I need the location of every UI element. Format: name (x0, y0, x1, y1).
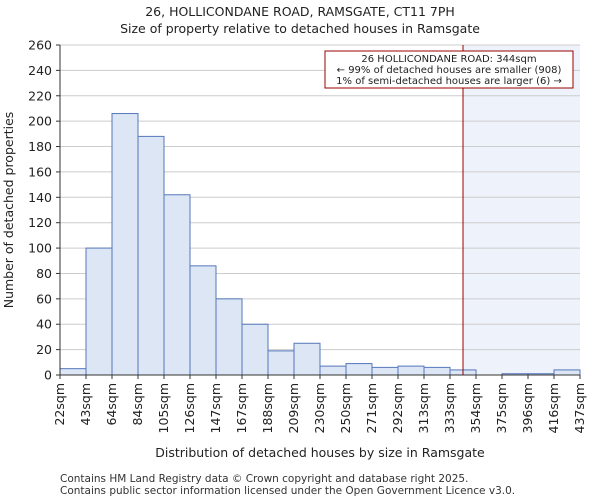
histogram-bar (371, 366, 399, 376)
annotation-line-1: 26 HOLLICONDANE ROAD: 344sqm (361, 54, 536, 65)
x-tick-label: 43sqm (78, 383, 93, 426)
y-tick-label: 180 (28, 139, 52, 154)
annotation-line-2: ← 99% of detached houses are smaller (90… (337, 65, 562, 76)
histogram-bar (111, 113, 139, 376)
x-tick-label: 188sqm (260, 383, 275, 433)
highlight-region (463, 45, 580, 375)
histogram-bar (293, 342, 321, 376)
y-tick-label: 140 (28, 190, 52, 205)
histogram-bar (423, 366, 451, 376)
x-tick-label: 416sqm (546, 383, 561, 433)
histogram-bar (189, 265, 217, 376)
x-tick-label: 250sqm (338, 383, 353, 433)
histogram-bar (267, 350, 295, 376)
x-tick-label: 354sqm (468, 383, 483, 433)
annotation-box: 26 HOLLICONDANE ROAD: 344sqm ← 99% of de… (324, 50, 574, 89)
x-tick-label: 22sqm (52, 383, 67, 426)
histogram-bar (137, 135, 165, 376)
x-tick-label: 333sqm (442, 383, 457, 433)
y-tick-label: 120 (28, 215, 52, 230)
annotation-line-3: 1% of semi-detached houses are larger (6… (336, 76, 562, 87)
x-tick-label: 375sqm (494, 383, 509, 433)
x-tick-label: 126sqm (182, 383, 197, 433)
histogram-bar (319, 365, 347, 376)
chart-subtitle: Size of property relative to detached ho… (120, 21, 480, 36)
x-tick-label: 64sqm (104, 383, 119, 426)
y-tick-label: 40 (36, 317, 52, 332)
histogram-bar (397, 365, 425, 376)
chart-title: 26, HOLLICONDANE ROAD, RAMSGATE, CT11 7P… (145, 4, 455, 19)
y-tick-label: 100 (28, 241, 52, 256)
x-tick-label: 437sqm (572, 383, 587, 433)
histogram-bar (85, 247, 113, 376)
x-tick-label: 209sqm (286, 383, 301, 433)
x-tick-label: 313sqm (416, 383, 431, 433)
x-tick-label: 167sqm (234, 383, 249, 433)
histogram-bar (241, 323, 269, 376)
x-tick-label: 292sqm (390, 383, 405, 433)
x-tick-label: 230sqm (312, 383, 327, 433)
histogram-bar (553, 369, 581, 376)
y-tick-label: 160 (28, 164, 52, 179)
y-tick-label: 60 (36, 291, 52, 306)
footer-copyright: Contains HM Land Registry data © Crown c… (60, 473, 469, 485)
x-tick-label: 84sqm (130, 383, 145, 426)
x-tick-label: 271sqm (364, 383, 379, 433)
y-tick-label: 260 (28, 38, 52, 53)
y-axis-label: Number of detached properties (1, 112, 16, 309)
x-axis-label: Distribution of detached houses by size … (155, 445, 485, 460)
x-tick-label: 147sqm (208, 383, 223, 433)
histogram-bar (59, 368, 87, 376)
x-tick-label: 396sqm (520, 383, 535, 433)
histogram-bar (215, 298, 243, 376)
y-tick-label: 80 (36, 266, 52, 281)
histogram-bar (345, 363, 373, 376)
y-tick-label: 0 (44, 368, 52, 383)
y-tick-label: 20 (36, 342, 52, 357)
histogram-bar (163, 194, 191, 376)
y-tick-label: 200 (28, 114, 52, 129)
y-tick-label: 220 (28, 88, 52, 103)
y-tick-label: 240 (28, 63, 52, 78)
x-tick-label: 105sqm (156, 383, 171, 433)
footer-licence: Contains public sector information licen… (60, 485, 516, 497)
